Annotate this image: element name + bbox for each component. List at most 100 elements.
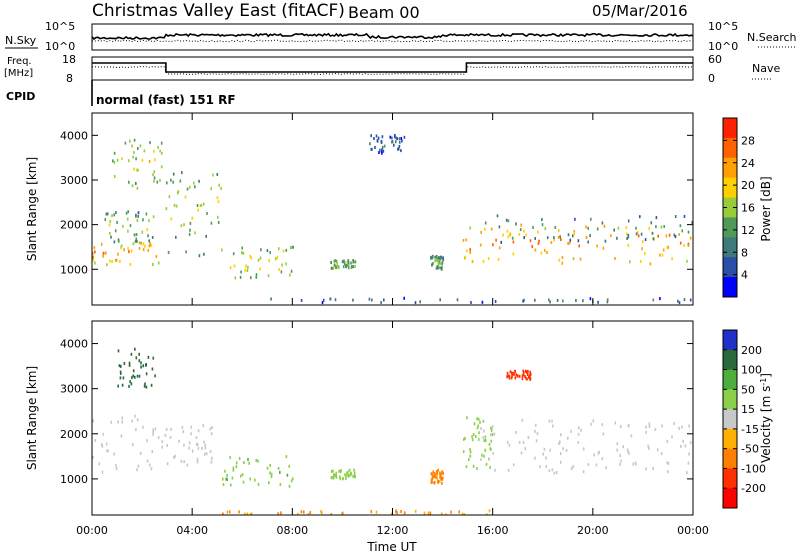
x-tick-label: 12:00 [377, 524, 409, 537]
echo-cell [567, 242, 569, 245]
echo-cell [145, 372, 148, 376]
echo-cell [491, 433, 494, 437]
echo-cell [222, 483, 225, 486]
echo-cell [278, 268, 280, 272]
echo-cell [376, 139, 379, 143]
echo-cell [434, 480, 436, 484]
echo-cell [152, 430, 154, 434]
echo-cell [132, 374, 134, 378]
echo-cell [473, 422, 476, 426]
echo-cell [268, 259, 270, 263]
colorbar-swatch [723, 468, 737, 489]
echo-cell [232, 468, 235, 472]
echo-cell [652, 467, 654, 470]
echo-cell [651, 231, 654, 235]
echo-cell [436, 472, 439, 476]
echo-cell [220, 187, 222, 190]
echo-cell [132, 369, 135, 373]
echo-cell [120, 434, 123, 438]
echo-cell [528, 374, 531, 378]
echo-cell [522, 440, 525, 444]
echo-cell [602, 432, 605, 436]
echo-cell [129, 263, 132, 266]
echo-cell [620, 459, 622, 463]
x-tick-label: 20:00 [577, 524, 609, 537]
echo-cell [98, 462, 101, 466]
echo-cell [104, 218, 107, 222]
echo-cell [661, 424, 663, 428]
echo-cell [226, 474, 228, 477]
echo-cell [482, 436, 485, 439]
y-tick-label: 3000 [60, 174, 88, 187]
echo-cell [666, 461, 669, 465]
echo-cell [113, 160, 116, 164]
echo-cell [556, 299, 559, 302]
echo-cell [506, 440, 509, 444]
echo-cell [539, 465, 541, 469]
colorbar-swatch [723, 217, 737, 238]
colorbar-tick: 12 [741, 224, 755, 237]
echo-cell [601, 423, 604, 427]
colorbar-tick: -50 [741, 443, 759, 456]
echo-cell [628, 451, 630, 455]
echo-cell [292, 245, 294, 249]
echo-cell [601, 457, 604, 461]
echo-cell [506, 375, 508, 379]
echo-cell [659, 297, 661, 301]
echo-cell [513, 373, 515, 376]
echo-cell [94, 438, 97, 442]
echo-cell [529, 377, 531, 381]
echo-cell [128, 363, 131, 367]
echo-cell [196, 460, 199, 464]
echo-cell [377, 136, 380, 140]
echo-cell [381, 145, 384, 149]
echo-cell [178, 439, 180, 443]
echo-cell [587, 463, 590, 467]
echo-cell [523, 229, 525, 233]
echo-cell [571, 234, 574, 238]
echo-cell [463, 513, 466, 515]
echo-cell [557, 235, 560, 239]
echo-cell [655, 216, 658, 220]
echo-cell [206, 212, 208, 215]
echo-cell [477, 417, 480, 421]
echo-cell [217, 221, 220, 224]
echo-cell [534, 423, 537, 427]
echo-cell [472, 433, 475, 436]
echo-cell [111, 214, 113, 218]
echo-cell [687, 244, 690, 247]
echo-cell [396, 511, 398, 515]
power-panel: 1000 2000 3000 4000 [60, 112, 694, 306]
echo-cell [430, 472, 433, 476]
echo-cell [175, 204, 178, 208]
echo-cell [466, 249, 468, 253]
velocity-panel: 1000 2000 3000 4000 [60, 320, 694, 516]
echo-cell [166, 462, 169, 466]
echo-cell [521, 374, 524, 378]
echo-cell [115, 467, 118, 470]
echo-cell [398, 144, 401, 148]
echo-cell [431, 477, 433, 481]
echo-cell [381, 135, 384, 139]
echo-cell [322, 298, 325, 302]
echo-cell [180, 224, 183, 228]
echo-cell [657, 234, 659, 238]
echo-cell [507, 468, 510, 472]
echo-cell [217, 200, 220, 204]
echo-cell [585, 225, 587, 229]
echo-cell [226, 477, 228, 481]
echo-cell [135, 237, 138, 241]
echo-cell [175, 235, 177, 239]
echo-cell [671, 257, 673, 261]
echo-cell [471, 260, 474, 264]
echo-cell [166, 443, 168, 447]
echo-cell [480, 231, 482, 234]
echo-cell [627, 219, 630, 223]
echo-cell [541, 223, 544, 227]
echo-cell [587, 240, 589, 244]
echo-cell [498, 225, 501, 229]
echo-cell [120, 244, 123, 248]
echo-cell [572, 257, 575, 261]
echo-cell [440, 255, 442, 259]
